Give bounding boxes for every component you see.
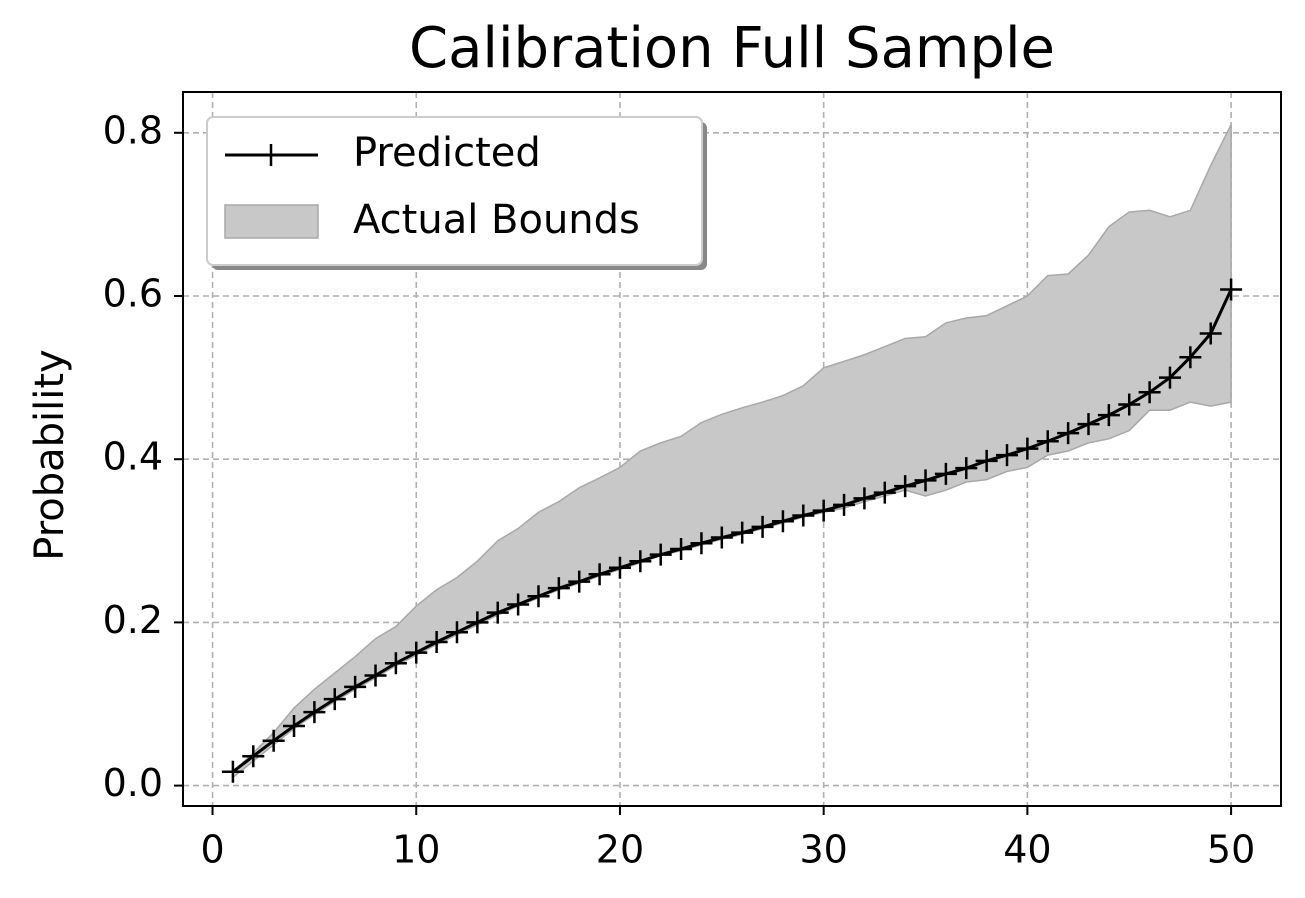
marker [710,526,733,549]
y-tick-label: 0.8 [103,108,163,152]
marker [547,577,570,600]
marker [466,611,489,634]
marker [384,652,407,675]
legend-label: Predicted [353,130,541,176]
y-tick-label: 0.4 [103,435,163,479]
marker [934,462,957,485]
legend-box [206,116,703,266]
marker [955,457,978,480]
marker [1158,366,1181,389]
legend-marker [260,144,282,166]
marker [221,760,244,783]
marker [608,556,631,579]
marker [873,481,896,504]
marker [445,621,468,644]
legend: Predicted Actual Bounds [206,116,707,270]
marker [242,745,265,768]
marker [1057,422,1080,445]
y-tick-label: 0.2 [103,598,163,642]
marker [425,630,448,653]
marker [629,550,652,573]
marker [1138,381,1161,404]
marker [792,504,815,527]
plot-frame [182,91,1282,807]
marker [568,570,591,593]
marker [1097,404,1120,427]
marker [894,475,917,498]
marker [486,601,509,624]
marker [833,493,856,516]
marker [751,515,774,538]
marker [262,729,285,752]
marker [1036,430,1059,453]
marker [303,701,326,724]
x-tick-label: 30 [799,828,847,872]
marker [283,715,306,738]
marker [323,688,346,711]
x-tick-label: 40 [1003,828,1051,872]
marker [853,487,876,510]
marker [1220,278,1243,301]
marker [527,585,550,608]
marker [1016,437,1039,460]
marker [588,563,611,586]
marker [405,641,428,664]
marker [1199,322,1222,345]
marker [344,675,367,698]
x-tick-label: 10 [392,828,440,872]
chart-title: Calibration Full Sample [409,16,1055,81]
marker [914,469,937,492]
bounds-area [232,124,1232,780]
marker [1179,346,1202,369]
y-axis-label: Probability [27,349,73,560]
marker [690,532,713,555]
predicted-line [232,288,1233,773]
marker [771,510,794,533]
marker [1077,413,1100,436]
marker [812,499,835,522]
y-tick-label: 0.0 [103,761,163,805]
legend-patch [224,204,319,239]
legend-label: Actual Bounds [353,197,640,243]
marker [649,543,672,566]
marker [670,537,693,560]
marker [1118,393,1141,416]
marker [731,521,754,544]
marker [507,593,530,616]
marker [975,449,998,472]
x-tick-label: 20 [596,828,644,872]
marker [996,444,1019,467]
x-tick-label: 0 [200,828,224,872]
x-tick-label: 50 [1207,828,1255,872]
y-tick-label: 0.6 [103,272,163,316]
marker [364,664,387,687]
